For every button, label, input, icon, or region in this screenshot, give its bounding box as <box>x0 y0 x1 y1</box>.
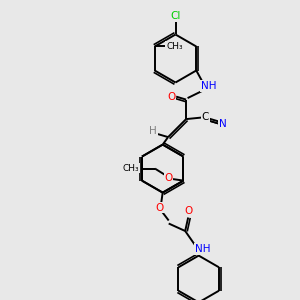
Text: C: C <box>202 112 209 122</box>
Text: N: N <box>219 119 226 130</box>
Text: CH₃: CH₃ <box>123 164 139 172</box>
Text: O: O <box>164 172 172 183</box>
Text: Cl: Cl <box>170 11 181 22</box>
Text: NH: NH <box>200 81 216 91</box>
Text: O: O <box>185 206 193 217</box>
Text: CH₃: CH₃ <box>166 42 183 51</box>
Text: H: H <box>149 126 157 136</box>
Text: O: O <box>156 202 164 213</box>
Text: O: O <box>167 92 175 102</box>
Text: NH: NH <box>194 244 210 254</box>
